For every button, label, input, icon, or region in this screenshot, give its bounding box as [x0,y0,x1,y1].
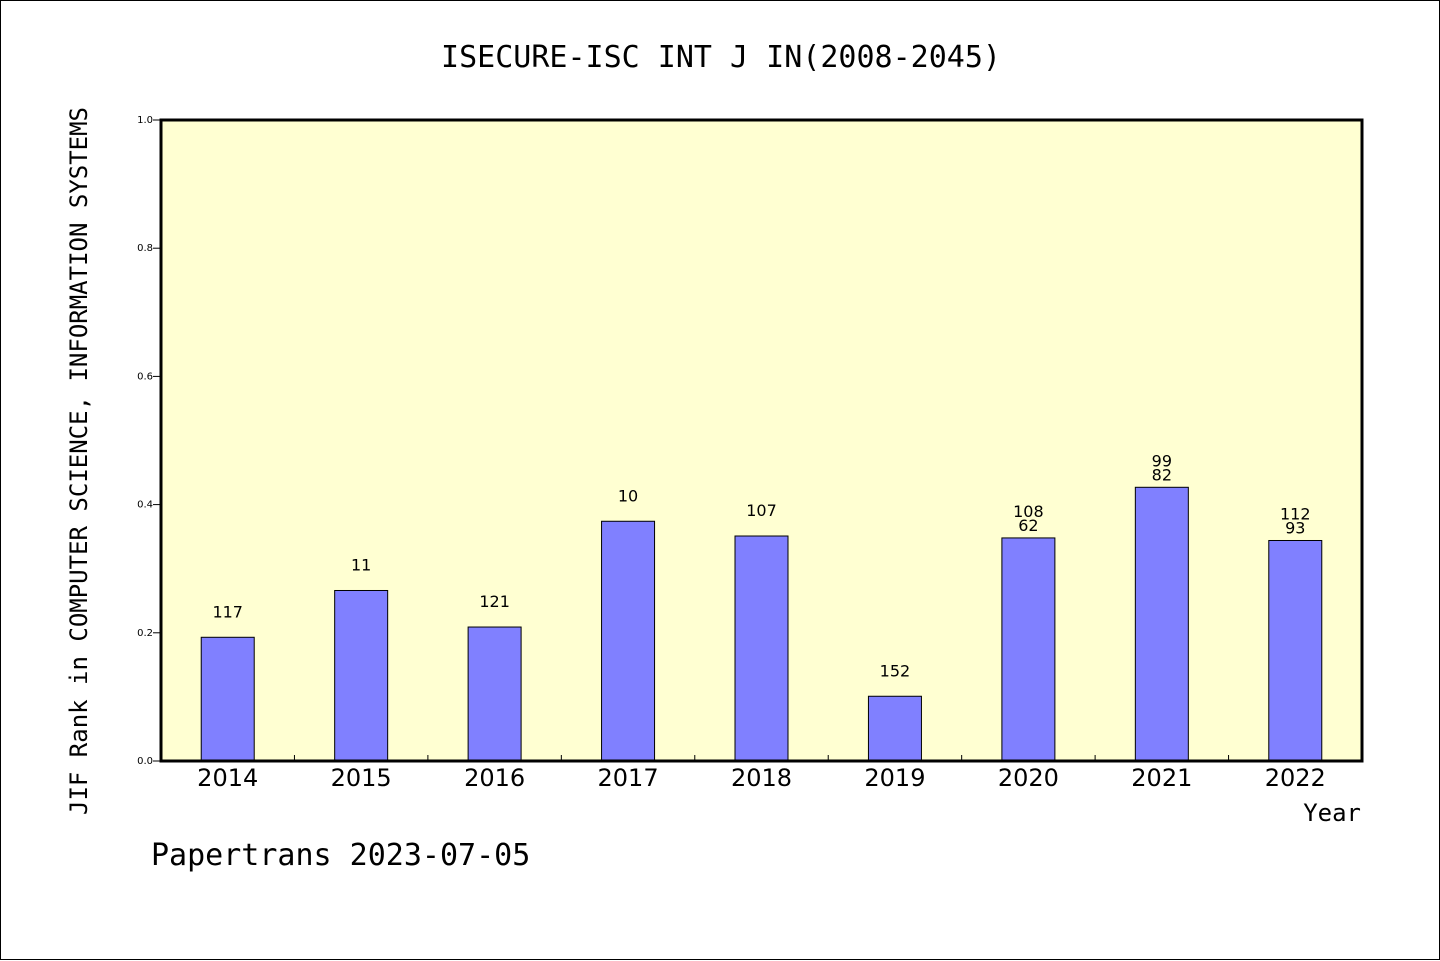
y-tick-label: 0.0 [137,756,153,767]
bar-value-label: 121 [479,592,510,611]
y-tick-label: 0.2 [137,628,153,639]
y-axis-label: JIF Rank in COMPUTER SCIENCE, INFORMATIO… [65,107,93,815]
plot-border [159,118,1364,763]
chart-title: ISECURE-ISC INT J IN(2008-2045) [441,40,1001,75]
bar-value-label: 117 [212,602,243,621]
ticks-layer: 2014 2015 2016 2017 2018 2019 2020 2021 2022 0.0 0… [137,115,1326,792]
bar-value-label: 93 [1285,518,1305,537]
bar-value-label: 10 [618,486,638,505]
footer-stamp: Papertrans 2023-07-05 [151,838,530,873]
x-tick-label: 2018 [731,764,792,792]
bar-value-label: 112 [1280,504,1311,523]
y-tick-label: 0.8 [137,243,153,254]
x-tick-label: 2017 [598,764,659,792]
x-tick-label: 2021 [1131,764,1192,792]
bar-2017 [601,520,656,762]
y-tick-label: 0.4 [137,500,153,511]
bar-2019 [867,695,922,762]
y-tick-label: 0.6 [137,371,153,382]
x-tick-label: 2019 [864,764,925,792]
bar-value-label: 11 [351,555,371,574]
bar-value-label: 108 [1013,502,1044,521]
x-tick-label: 2016 [464,764,525,792]
bar-value-label: 82 [1152,465,1172,484]
bar-value-label: 62 [1018,516,1038,535]
bar-2020 [1001,537,1056,762]
x-tick-label: 2020 [998,764,1059,792]
bar-2014 [200,636,255,762]
bars-layer [200,486,1323,762]
x-tick-label: 2022 [1265,764,1326,792]
bar-2022 [1268,539,1323,762]
y-tick-label: 1.0 [137,115,153,126]
bar-value-label: 152 [880,661,911,680]
bar-value-label: 99 [1152,451,1172,470]
x-axis-label: Year [1303,799,1361,827]
bar-2016 [467,626,522,762]
x-tick-label: 2015 [331,764,392,792]
bar-2018 [734,535,789,762]
bar-2021 [1134,486,1189,762]
x-tick-label: 2014 [197,764,258,792]
bar-value-label: 107 [746,501,777,520]
bar-2015 [334,589,389,762]
